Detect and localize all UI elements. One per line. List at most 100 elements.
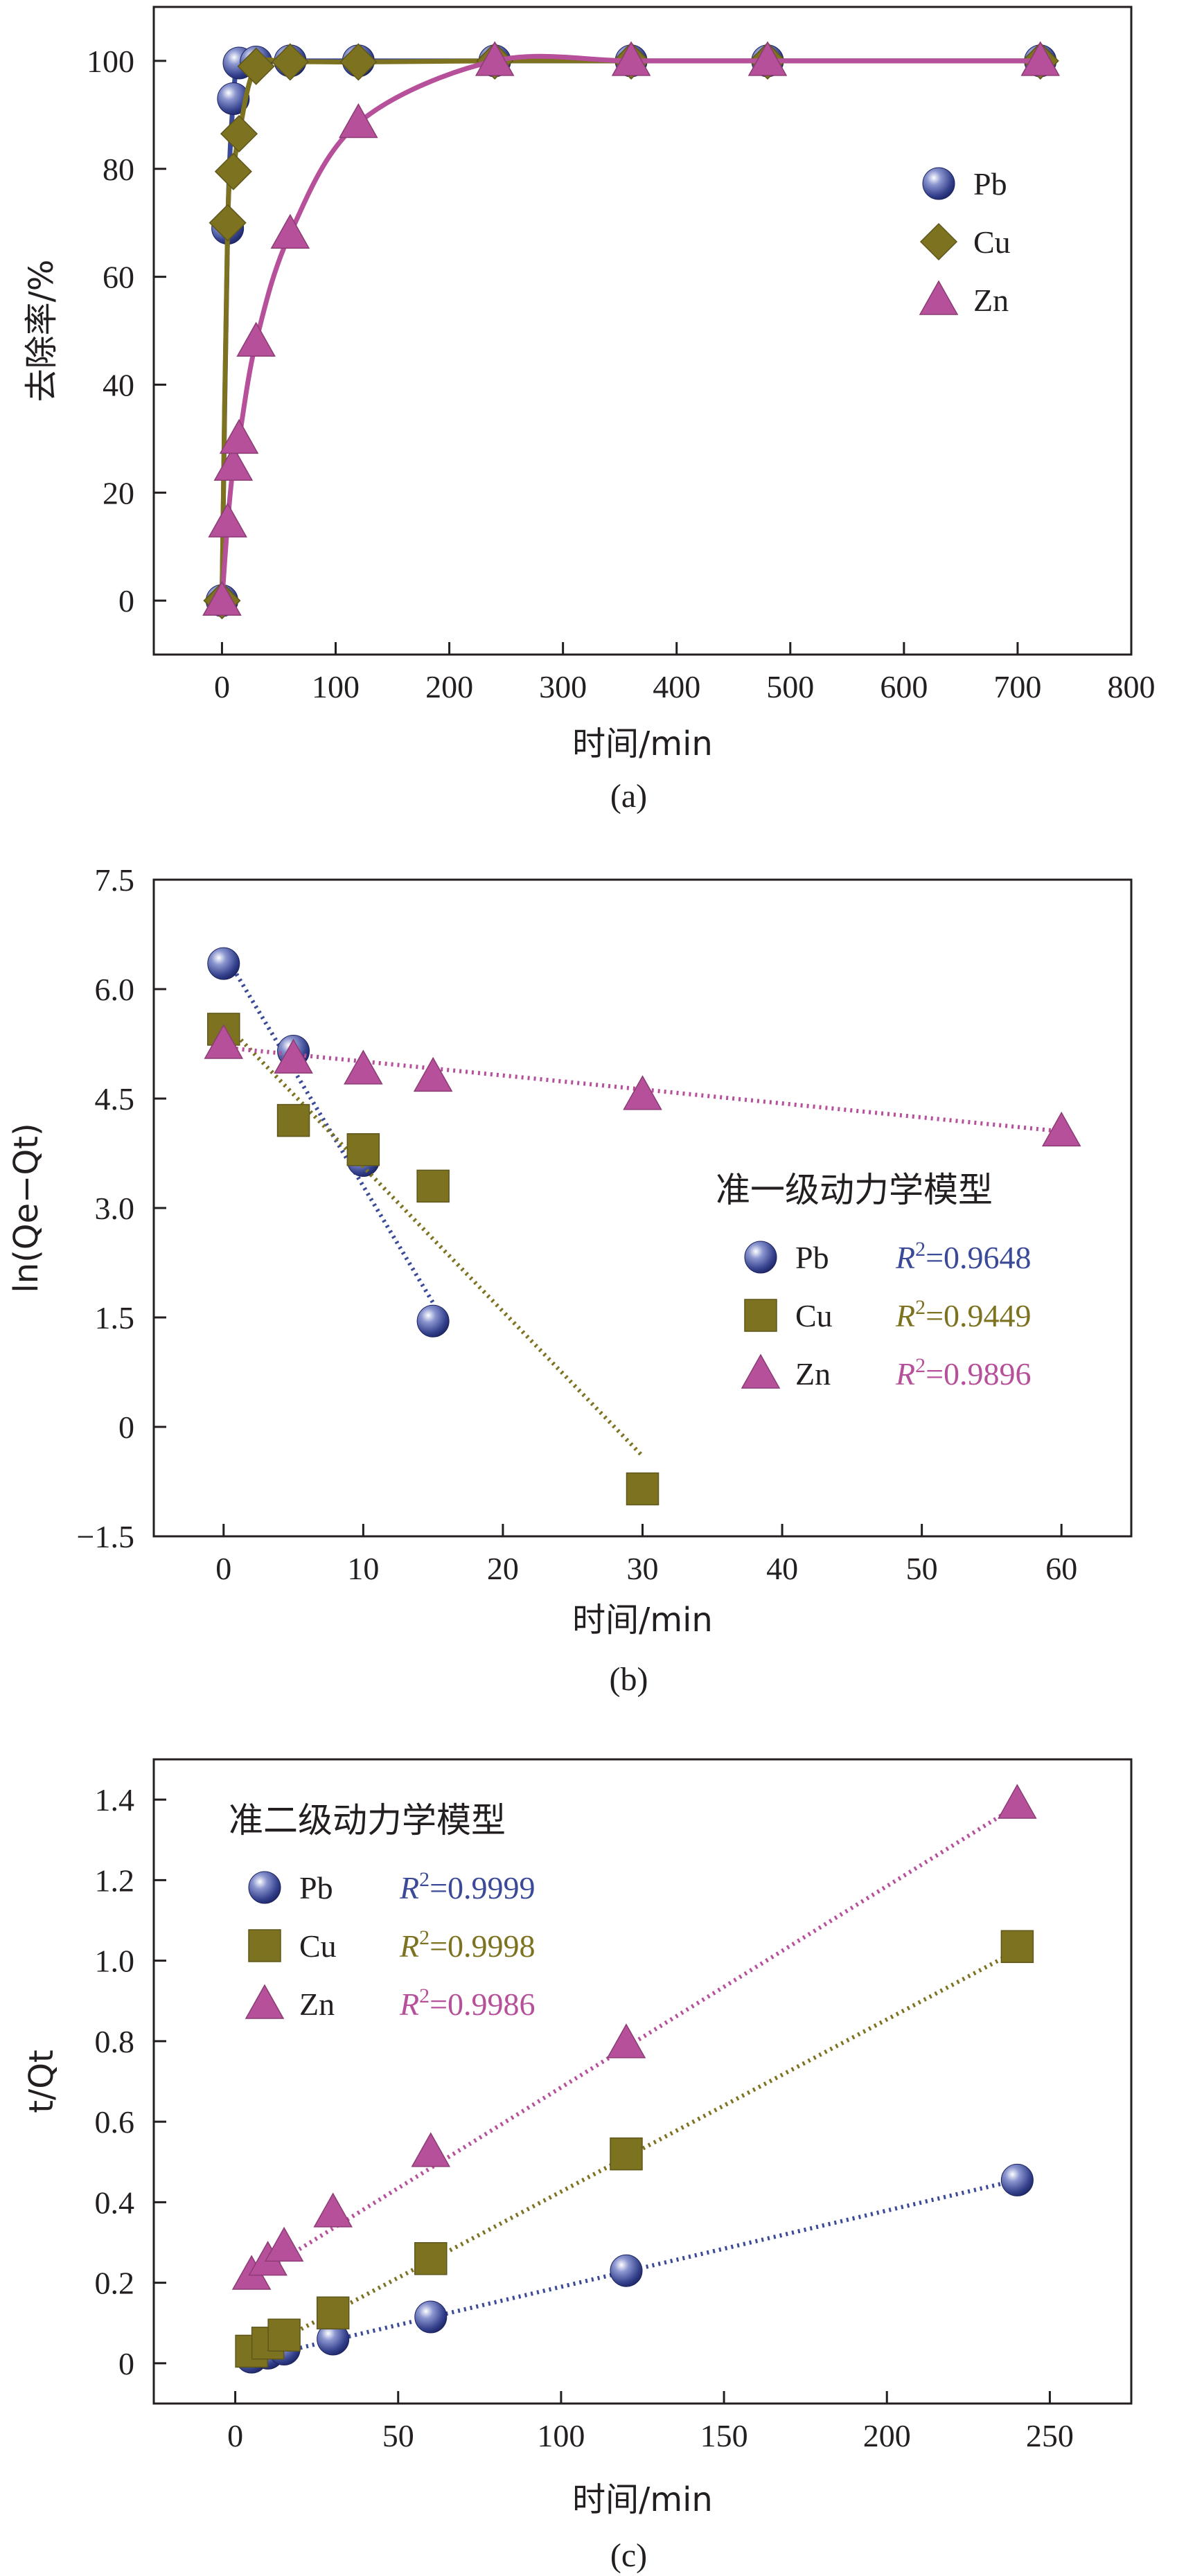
data-point-zn [475, 41, 515, 76]
fit-line-pb [222, 951, 435, 1304]
legend-marker-cu [248, 1929, 281, 1962]
data-point-pb [207, 947, 240, 980]
y-tick-label: 0.8 [95, 2024, 135, 2059]
data-point-cu [610, 2137, 643, 2171]
data-point-cu [267, 2318, 301, 2352]
x-tick-label: 500 [766, 669, 814, 704]
x-tick-label: 10 [347, 1551, 379, 1586]
data-point-pb [1000, 2163, 1034, 2196]
data-point-zn [213, 445, 254, 481]
chart-panel-b: 0 10 20 30 40 50 60 −1.5 0 1.5 3.0 4.5 6.0 7.5 时间/min l… [7, 862, 1133, 1698]
markers-zn [202, 41, 1061, 616]
y-tick-label: 40 [103, 367, 134, 402]
markers-zn [204, 1024, 1081, 1147]
y-tick-label: 6.0 [95, 972, 135, 1007]
legend-marker-pb [922, 167, 955, 200]
data-point-cu [316, 2296, 350, 2329]
y-axis-title: t/Qt [22, 2050, 61, 2113]
x-axis-title: 时间/min [572, 2480, 713, 2519]
markers-pb [205, 44, 1057, 617]
series-line-pb [219, 57, 1041, 601]
legend-label-cu: Cu [795, 1298, 833, 1333]
data-point-zn [202, 580, 242, 616]
series-cu [222, 1020, 644, 1458]
x-tick-label: 250 [1026, 2418, 1074, 2453]
x-tick-label: 300 [539, 669, 587, 704]
x-axis-title: 时间/min [572, 725, 713, 763]
y-tick-label: 1.5 [95, 1300, 135, 1335]
x-tick-label: 50 [906, 1551, 938, 1586]
data-point-pb [217, 82, 250, 115]
legend-label-zn: Zn [795, 1356, 831, 1392]
y-tick-label: 0 [118, 1410, 134, 1445]
y-tick-label: 1.2 [95, 1863, 135, 1898]
data-point-zn [611, 41, 651, 76]
legend-label-pb: Pb [795, 1240, 829, 1275]
data-point-zn [623, 1075, 662, 1110]
data-point-cu [626, 1472, 660, 1506]
series-line-cu [219, 57, 1041, 601]
x-tick-label: 0 [227, 2418, 243, 2453]
y-tick-label: −1.5 [77, 1519, 134, 1554]
legend-r2-zn: R2=0.9896 [895, 1354, 1032, 1392]
data-point-zn [270, 213, 310, 249]
x-tick-label: 800 [1108, 669, 1156, 704]
x-tick-label: 20 [487, 1551, 519, 1586]
legend-marker-zn [245, 1984, 285, 2019]
plot-frame [152, 1758, 1133, 2405]
plot-frame [152, 6, 1133, 656]
legend-r2-zn: R2=0.9986 [399, 1984, 536, 2022]
data-point-zn [998, 1784, 1037, 1819]
panel-label: (a) [610, 778, 647, 815]
y-tick-label: 1.4 [95, 1782, 135, 1818]
legend-r2-cu: R2=0.9449 [895, 1296, 1032, 1333]
data-point-zn [313, 2192, 353, 2228]
legend-marker-cu [919, 222, 958, 261]
data-point-cu [237, 47, 275, 85]
legend-r2-pb: R2=0.9999 [399, 1868, 536, 1906]
legend-marker-pb [744, 1241, 777, 1274]
legend: Pb Cu Zn [919, 166, 1011, 318]
data-point-zn [274, 1038, 313, 1074]
data-point-zn [219, 418, 259, 454]
markers-pb [235, 2163, 1034, 2374]
x-tick-label: 700 [993, 669, 1041, 704]
data-point-cu [276, 1103, 310, 1137]
legend: 准一级动力学模型 Pb R2=0.9648 Cu R2=0.9449 Zn R2=0.989… [716, 1170, 1032, 1392]
legend-title: 准一级动力学模型 [716, 1170, 993, 1210]
legend-label-zn: Zn [299, 1987, 335, 2022]
data-point-zn [264, 2226, 304, 2262]
legend-marker-zn [919, 280, 959, 315]
legend-marker-cu [744, 1299, 777, 1332]
data-point-pb [416, 1304, 450, 1338]
x-tick-label: 600 [880, 669, 928, 704]
data-point-cu [1000, 1930, 1034, 1964]
y-tick-label: 0.2 [95, 2266, 135, 2301]
x-tick-label: 150 [700, 2418, 748, 2453]
legend: 准二级动力学模型 Pb R2=0.9999 Cu R2=0.9998 Zn R2=0.998… [229, 1800, 536, 2022]
y-axis-title: ln(Qe−Qt) [7, 1123, 46, 1293]
legend-marker-zn [741, 1353, 781, 1389]
legend-marker-pb [248, 1871, 281, 1904]
legend-label-zn: Zn [973, 283, 1009, 318]
data-point-zn [236, 321, 276, 357]
panel-label: (c) [610, 2537, 647, 2574]
chart-panel-c: 0 50 100 150 200 250 0 0.2 0.4 0.6 0.8 1.0 1.2 1.4 时间/… [22, 1758, 1133, 2574]
fit-line-cu [250, 1948, 1018, 2357]
y-tick-label: 0 [118, 583, 134, 619]
legend-label-pb: Pb [299, 1870, 333, 1906]
x-tick-label: 200 [425, 669, 473, 704]
markers-pb [207, 947, 450, 1338]
data-point-cu [220, 115, 258, 153]
x-tick-label: 50 [382, 2418, 414, 2453]
y-tick-label: 4.5 [95, 1081, 135, 1117]
chart-panel-a: 0 100 200 300 400 500 600 700 800 0 20 40 60 80 100 时间/… [22, 6, 1156, 815]
data-point-cu [346, 1132, 380, 1166]
data-point-zn [606, 2023, 646, 2059]
data-point-zn [747, 41, 788, 76]
data-point-zn [411, 2132, 451, 2167]
markers-cu [203, 42, 1059, 620]
fit-line-cu [222, 1020, 644, 1458]
legend-r2-pb: R2=0.9648 [895, 1238, 1032, 1275]
